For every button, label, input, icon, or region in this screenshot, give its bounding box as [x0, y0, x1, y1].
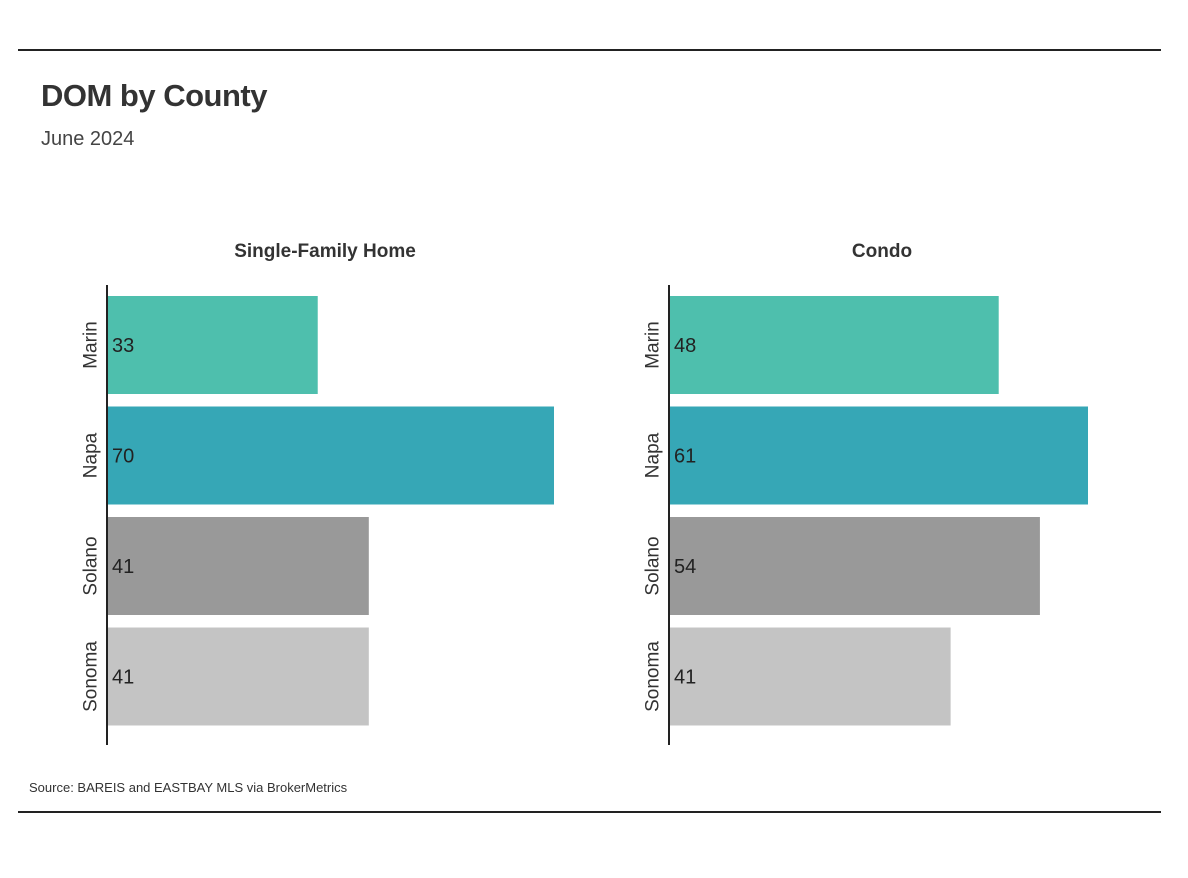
category-label-sonoma: Sonoma: [643, 641, 664, 712]
bar-sonoma: [669, 627, 951, 726]
category-label-solano: Solano: [81, 536, 102, 595]
category-label-marin: Marin: [81, 321, 102, 369]
bar-solano: [107, 517, 369, 615]
panel-title: Single-Family Home: [234, 241, 416, 262]
data-label-napa: 70: [112, 446, 134, 468]
bar-solano: [669, 517, 1040, 615]
data-label-solano: 41: [112, 556, 134, 578]
category-label-napa: Napa: [81, 432, 102, 478]
category-label-sonoma: Sonoma: [81, 641, 102, 712]
category-label-marin: Marin: [643, 321, 664, 369]
category-label-napa: Napa: [643, 432, 664, 478]
panel-0: Single-Family Home 33 Marin 70 Napa 41 Solano 4…: [81, 241, 554, 745]
bar-napa: [107, 406, 554, 505]
top-rule: [18, 49, 1161, 51]
data-label-napa: 61: [674, 446, 696, 468]
source-note: Source: BAREIS and EASTBAY MLS via Broke…: [29, 780, 348, 795]
data-label-sonoma: 41: [112, 667, 134, 689]
bottom-rule: [18, 811, 1161, 813]
data-label-solano: 54: [674, 556, 696, 578]
bar-napa: [669, 406, 1088, 505]
page-subtitle: June 2024: [41, 128, 135, 150]
bar-marin: [107, 296, 318, 394]
bar-marin: [669, 296, 999, 394]
data-label-marin: 48: [674, 335, 696, 357]
bar-sonoma: [107, 627, 369, 726]
category-label-solano: Solano: [643, 536, 664, 595]
page-title: DOM by County: [41, 78, 268, 113]
data-label-sonoma: 41: [674, 667, 696, 689]
panel-1: Condo 48 Marin 61 Napa 54 Solano 41 Sonoma: [643, 241, 1088, 745]
panel-title: Condo: [852, 241, 912, 262]
data-label-marin: 33: [112, 335, 134, 357]
